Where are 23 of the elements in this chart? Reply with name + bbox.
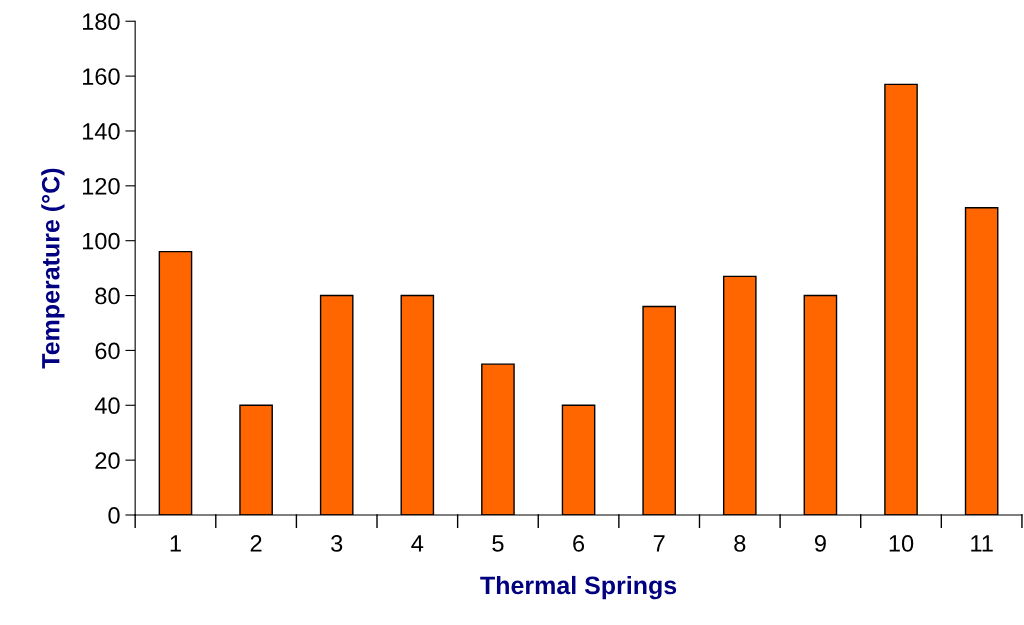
y-tick-label: 20: [95, 452, 120, 469]
x-tick-label: 3: [331, 535, 343, 552]
y-tick-label: 40: [94, 397, 120, 415]
x-tick-label: 6: [573, 535, 585, 552]
x-tick-label: 4: [411, 535, 424, 552]
x-tick-label: 2: [250, 535, 262, 552]
y-tick-label: 160: [83, 68, 120, 85]
x-tick-label: 11: [971, 535, 993, 552]
x-tick-label: 10: [889, 535, 914, 552]
x-tick-label: 1: [170, 535, 181, 552]
x-tick-label: 5: [492, 535, 504, 552]
x-axis-title: Thermal Springs: [480, 575, 677, 600]
x-tick-label: 8: [734, 535, 746, 552]
y-tick-label: 0: [108, 507, 120, 524]
y-tick-label: 80: [95, 287, 120, 305]
x-tick-label: 7: [653, 535, 665, 552]
y-tick-label: 140: [83, 123, 120, 140]
y-tick-label: 60: [95, 342, 120, 360]
y-tick-label: 120: [83, 177, 120, 195]
y-tick-label: 100: [83, 232, 120, 250]
y-axis-title: Temperature (°C): [41, 168, 65, 369]
x-tick-label: 9: [814, 535, 826, 552]
y-tick-label: 180: [83, 13, 120, 31]
